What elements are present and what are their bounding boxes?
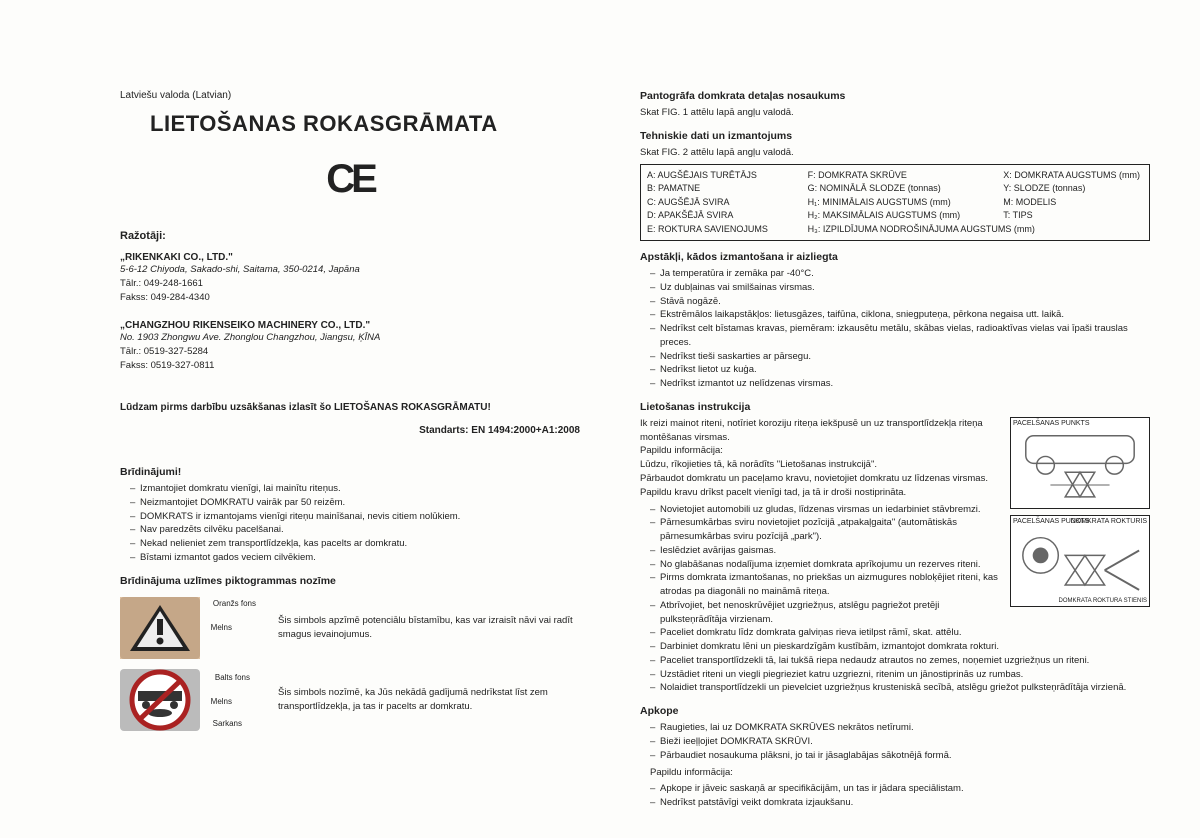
no-under-vehicle-icon: Balts fons Melns Sarkans [120, 669, 200, 731]
spec-cell: T: TIPS [1003, 209, 1143, 223]
warning-item: Nav paredzēts cilvēku pacelšanai. [130, 523, 580, 537]
instructions-heading: Lietošanas instrukcija [640, 401, 1150, 413]
warning-item: DOMKRATS ir izmantojams vienīgi riteņu m… [130, 510, 580, 524]
mfr2-addr: No. 1903 Zhongwu Ave. Zhonglou Changzhou… [120, 331, 580, 345]
spec-cell: C: AUGŠĒJĀ SVIRA [647, 196, 808, 210]
instruction-item: Uzstādiet riteni un viegli piegrieziet k… [650, 668, 1150, 682]
warnings-heading: Brīdinājumi! [120, 466, 580, 478]
condition-item: Nedrīkst lietot uz kuģa. [650, 363, 1150, 377]
mfr1-tel: Tālr.: 049-248-1661 [120, 277, 580, 291]
standard-label: Standarts: EN 1494:2000+A1:2008 [120, 425, 580, 436]
language-label: Latviešu valoda (Latvian) [120, 90, 580, 101]
spec-cell: B: PAMATNE [647, 182, 808, 196]
picto2-desc: Šis simbols nozīmē, ka Jūs nekādā gadīju… [278, 686, 580, 713]
picto2-label: Balts fons [215, 673, 250, 682]
right-column: Pantogrāfa domkrata detaļas nosaukums Sk… [640, 90, 1150, 808]
mfr2-name: „CHANGZHOU RIKENSEIKO MACHINERY CO., LTD… [120, 320, 580, 331]
picto1-label: Oranžs fons [213, 599, 256, 608]
maintenance-list: Raugieties, lai uz DOMKRATA SKRŪVES nekr… [640, 721, 1150, 762]
spec-cell: A: AUGŠĒJAIS TURĒTĀJS [647, 169, 808, 183]
instruction-item: Nolaidiet transportlīdzekli un pievelcie… [650, 681, 1150, 695]
spec-cell: Y: SLODZE (tonnas) [1003, 182, 1143, 196]
pictogram-row-2: Balts fons Melns Sarkans Šis simbols noz… [120, 669, 580, 731]
maintenance-heading: Apkope [640, 705, 1150, 717]
spec-cell: G: NOMINĀLĀ SLODZE (tonnas) [808, 182, 1004, 196]
instruction-item: Paceliet transportlīdzekli tā, lai tukšā… [650, 654, 1150, 668]
mfr2-fax: Fakss: 0519-327-0811 [120, 359, 580, 373]
parts-heading: Pantogrāfa domkrata detaļas nosaukums [640, 90, 1150, 102]
warning-item: Nekad nelieniet zem transportlīdzekļa, k… [130, 537, 580, 551]
picto2-label: Melns [211, 697, 232, 706]
picto2-label: Sarkans [213, 719, 242, 728]
maint-addl-label: Papildu informācija: [650, 766, 1150, 780]
spec-sub: Skat FIG. 2 attēlu lapā angļu valodā. [640, 146, 1150, 160]
picto1-desc: Šis simbols apzīmē potenciālu bīstamību,… [278, 614, 580, 641]
conditions-heading: Apstākļi, kādos izmantošana ir aizliegta [640, 251, 1150, 263]
instruction-item: Atbrīvojiet, bet nenoskrūvējiet uzgriežņ… [650, 599, 1150, 627]
figure-jack-point: PACELŠANAS PUNKTS [1010, 417, 1150, 509]
condition-item: Nedrīkst tieši saskarties ar pārsegu. [650, 350, 1150, 364]
maintenance-item: Apkope ir jāveic saskaņā ar specifikācij… [650, 782, 1150, 796]
spec-cell: D: APAKŠĒJĀ SVIRA [647, 209, 808, 223]
condition-item: Nedrīkst izmantot uz nelīdzenas virsmas. [650, 377, 1150, 391]
condition-item: Stāvā nogāzē. [650, 295, 1150, 309]
mfr2-tel: Tālr.: 0519-327-5284 [120, 345, 580, 359]
warnings-list: Izmantojiet domkratu vienīgi, lai mainīt… [120, 482, 580, 565]
maintenance-item: Pārbaudiet nosaukuma plāksni, jo tai ir … [650, 749, 1150, 763]
warning-triangle-icon: Oranžs fons Melns [120, 597, 200, 659]
instruction-item: Pirms domkrata izmantošanas, no priekšas… [650, 571, 1150, 599]
spec-heading: Tehniskie dati un izmantojums [640, 130, 1150, 142]
warning-item: Izmantojiet domkratu vienīgi, lai mainīt… [130, 482, 580, 496]
manufacturers-heading: Ražotāji: [120, 230, 580, 242]
pictogram-row-1: Oranžs fons Melns Šis simbols apzīmē pot… [120, 597, 580, 659]
instruction-item: Darbiniet domkratu lēni un pieskardzīgām… [650, 640, 1150, 654]
spec-cell: E: ROKTURA SAVIENOJUMS [647, 223, 808, 237]
spec-cell: M: MODELIS [1003, 196, 1143, 210]
mfr1-fax: Fakss: 049-284-4340 [120, 291, 580, 305]
spec-cell: F: DOMKRATA SKRŪVE [808, 169, 1004, 183]
maintenance-item: Raugieties, lai uz DOMKRATA SKRŪVES nekr… [650, 721, 1150, 735]
condition-item: Uz dubļainas vai smilšainas virsmas. [650, 281, 1150, 295]
main-title: LIETOŠANAS ROKASGRĀMATA [150, 111, 580, 137]
instructions-list: Novietojiet automobili uz gludas, līdzen… [640, 503, 1150, 696]
warning-item: Bīstami izmantot gados veciem cilvēkiem. [130, 551, 580, 565]
warning-item: Neizmantojiet DOMKRATU vairāk par 50 rei… [130, 496, 580, 510]
maintenance-item: Bieži ieeļļojiet DOMKRATA SKRŪVI. [650, 735, 1150, 749]
instruction-item: Novietojiet automobili uz gludas, līdzen… [650, 503, 1150, 517]
instruction-item: No glabāšanas nodalījuma izņemiet domkra… [650, 558, 1150, 572]
mfr1-addr: 5-6-12 Chiyoda, Sakado-shi, Saitama, 350… [120, 263, 580, 277]
instruction-item: Paceliet domkratu līdz domkrata galviņas… [650, 626, 1150, 640]
conditions-list: Ja temperatūra ir zemāka par -40°C. Uz d… [640, 267, 1150, 391]
spec-cell: X: DOMKRATA AUGSTUMS (mm) [1003, 169, 1143, 183]
spec-cell: H₂: MAKSIMĀLAIS AUGSTUMS (mm) [808, 209, 1004, 223]
picto1-label: Melns [211, 623, 232, 632]
parts-sub: Skat FIG. 1 attēlu lapā angļu valodā. [640, 106, 1150, 120]
read-first: Lūdzam pirms darbību uzsākšanas izlasīt … [120, 401, 580, 416]
condition-item: Nedrīkst celt bīstamas kravas, piemēram:… [650, 322, 1150, 350]
ce-mark: CE [120, 157, 580, 202]
spec-table: A: AUGŠĒJAIS TURĒTĀJSF: DOMKRATA SKRŪVEX… [640, 164, 1150, 242]
spec-cell: H₃: IZPILDĪJUMA NODROŠINĀJUMA AUGSTUMS (… [808, 223, 1143, 237]
spec-cell: H₁: MINIMĀLAIS AUGSTUMS (mm) [808, 196, 1004, 210]
condition-item: Ekstrēmālos laikapstākļos: lietusgāzes, … [650, 308, 1150, 322]
maintenance-list-2: Apkope ir jāveic saskaņā ar specifikācij… [640, 782, 1150, 810]
instruction-item: Ieslēdziet avārijas gaismas. [650, 544, 1150, 558]
pictogram-heading: Brīdinājuma uzlīmes piktogrammas nozīme [120, 575, 580, 587]
mfr1-name: „RIKENKAKI CO., LTD." [120, 252, 580, 263]
maintenance-item: Nedrīkst patstāvīgi veikt domkrata izjau… [650, 796, 1150, 810]
left-column: Latviešu valoda (Latvian) LIETOŠANAS ROK… [120, 90, 580, 808]
instruction-item: Pārnesumkārbas sviru novietojiet pozīcij… [650, 516, 1150, 544]
condition-item: Ja temperatūra ir zemāka par -40°C. [650, 267, 1150, 281]
